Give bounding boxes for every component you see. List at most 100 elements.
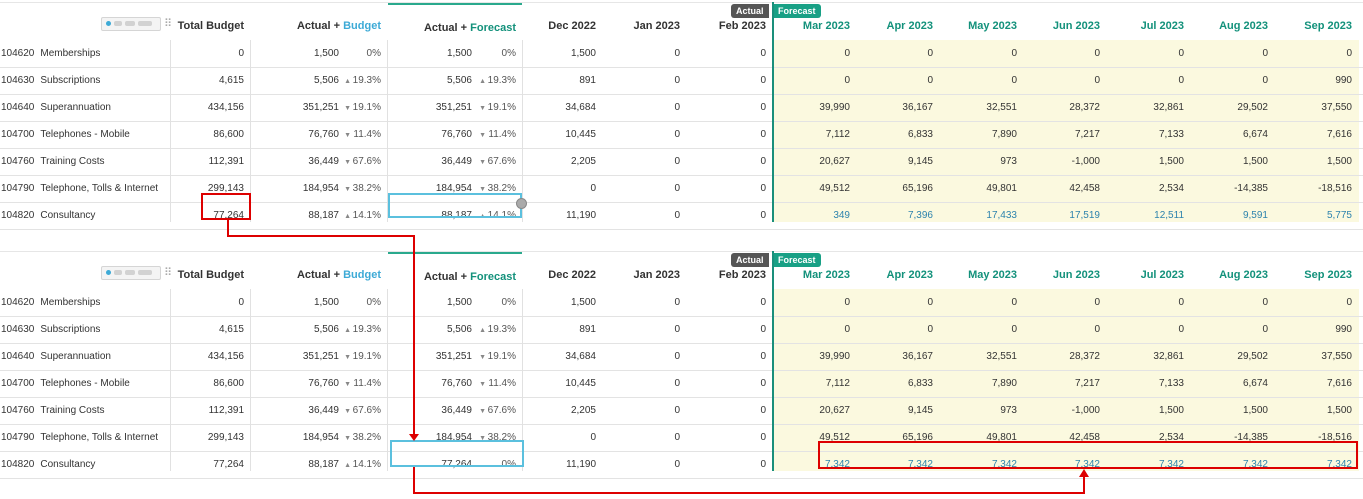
month-cell[interactable]: 0 [674,183,680,194]
drag-handle-icon[interactable]: ⠿ [164,18,173,30]
header-month[interactable]: Apr 2023 [886,20,933,32]
month-cell[interactable]: 9,145 [907,405,933,416]
table-row[interactable]: 104620 Memberships 0 1,500 0% 1,500 0% 1,500 0 0 0… [0,290,1363,317]
month-cell[interactable]: 37,550 [1321,102,1352,113]
month-cell[interactable]: 1,500 [1326,405,1352,416]
month-cell[interactable]: 9,591 [1242,210,1268,221]
actual-budget-value[interactable]: 76,760 [308,129,339,140]
month-cell[interactable]: 39,990 [819,102,850,113]
column-toolbar[interactable] [101,266,161,280]
month-cell[interactable]: 1,500 [570,297,596,308]
month-cell[interactable]: 0 [674,378,680,389]
month-cell[interactable]: 0 [760,324,766,335]
month-cell[interactable]: 0 [674,297,680,308]
header-month[interactable]: Jun 2023 [1052,20,1100,32]
total-budget-cell[interactable]: 112,391 [208,405,244,416]
actual-forecast-value[interactable]: 36,449 [441,405,472,416]
table-row[interactable]: 104700 Telephones - Mobile 86,600 76,760 ▼ 11… [0,371,1363,398]
month-cell[interactable]: 0 [760,102,766,113]
month-cell[interactable]: 7,890 [991,378,1017,389]
month-cell[interactable]: 65,196 [902,183,933,194]
month-cell[interactable]: 6,833 [907,378,933,389]
month-cell[interactable]: -18,516 [1318,183,1352,194]
month-cell[interactable]: 0 [760,351,766,362]
month-cell[interactable]: 7,342 [991,459,1017,470]
header-month[interactable]: Aug 2023 [1219,269,1268,281]
month-cell[interactable]: 0 [760,48,766,59]
month-cell[interactable]: 42,458 [1069,432,1100,443]
month-cell[interactable]: -14,385 [1234,432,1268,443]
header-month[interactable]: Mar 2023 [802,20,850,32]
actual-forecast-value[interactable]: 184,954 [435,183,472,194]
month-cell[interactable]: 0 [674,210,680,221]
fill-handle-icon[interactable] [516,198,527,209]
month-cell[interactable]: 349 [833,210,850,221]
month-cell[interactable]: 0 [1178,48,1184,59]
table-row[interactable]: 104790 Telephone, Tolls & Internet 299,143… [0,176,1363,203]
month-cell[interactable]: 7,342 [1074,459,1100,470]
month-cell[interactable]: 7,890 [991,129,1017,140]
actual-forecast-value[interactable]: 1,500 [446,297,472,308]
header-month[interactable]: May 2023 [968,269,1017,281]
month-cell[interactable]: 7,112 [825,129,850,140]
month-cell[interactable]: 1,500 [1158,405,1184,416]
month-cell[interactable]: 0 [760,378,766,389]
month-cell[interactable]: 0 [1262,297,1268,308]
actual-forecast-value[interactable]: 88,187 [441,210,472,221]
month-cell[interactable]: 0 [1262,48,1268,59]
total-budget-cell[interactable]: 299,143 [207,183,244,194]
month-cell[interactable]: 0 [927,324,933,335]
month-cell[interactable]: 9,145 [907,156,933,167]
month-cell[interactable]: 1,500 [1326,156,1352,167]
actual-budget-value[interactable]: 184,954 [302,432,339,443]
month-cell[interactable]: 7,342 [824,459,850,470]
month-cell[interactable]: 973 [1000,405,1017,416]
month-cell[interactable]: 7,112 [825,378,850,389]
month-cell[interactable]: -14,385 [1234,183,1268,194]
month-cell[interactable]: 17,519 [1069,210,1100,221]
actual-forecast-value[interactable]: 351,251 [435,102,472,113]
actual-forecast-value[interactable]: 184,954 [435,432,472,443]
header-month[interactable]: Apr 2023 [886,269,933,281]
month-cell[interactable]: 0 [1094,48,1100,59]
actual-forecast-value[interactable]: 351,251 [435,351,472,362]
month-cell[interactable]: -18,516 [1318,432,1352,443]
actual-budget-value[interactable]: 1,500 [313,48,339,59]
month-cell[interactable]: 2,534 [1158,432,1184,443]
total-budget-cell[interactable]: 0 [238,48,244,59]
month-cell[interactable]: 1,500 [1158,156,1184,167]
month-cell[interactable]: 32,551 [986,102,1017,113]
table-row[interactable]: 104640 Superannuation 434,156 351,251 ▼ 19.1%… [0,344,1363,371]
month-cell[interactable]: 990 [1335,75,1352,86]
month-cell[interactable]: 0 [674,405,680,416]
actual-budget-value[interactable]: 1,500 [313,297,339,308]
month-cell[interactable]: 1,500 [1242,405,1268,416]
month-cell[interactable]: 34,684 [565,351,596,362]
month-cell[interactable]: 0 [590,183,596,194]
month-cell[interactable]: 0 [760,75,766,86]
actual-forecast-value[interactable]: 76,760 [441,129,472,140]
month-cell[interactable]: 6,674 [1242,129,1268,140]
table-row[interactable]: 104630 Subscriptions 4,615 5,506 ▲ 19.3% 5,506… [0,317,1363,344]
header-total-budget[interactable]: Total Budget [177,269,244,281]
month-cell[interactable]: 1,500 [1242,156,1268,167]
header-month[interactable]: Jul 2023 [1140,20,1184,32]
total-budget-cell[interactable]: 86,600 [213,378,244,389]
month-cell[interactable]: 891 [579,75,596,86]
actual-forecast-value[interactable]: 5,506 [446,324,472,335]
drag-handle-icon[interactable]: ⠿ [164,267,173,279]
table-row[interactable]: 104820 Consultancy 77,264 88,187 ▲ 14.1% 88,18… [0,203,1363,230]
header-month[interactable]: Dec 2022 [548,269,596,281]
actual-forecast-value[interactable]: 36,449 [441,156,472,167]
month-cell[interactable]: 36,167 [902,102,933,113]
month-cell[interactable]: 49,801 [986,432,1017,443]
month-cell[interactable]: 0 [1178,324,1184,335]
table-row[interactable]: 104640 Superannuation 434,156 351,251 ▼ 19.1%… [0,95,1363,122]
month-cell[interactable]: 891 [579,324,596,335]
month-cell[interactable]: 0 [1011,48,1017,59]
month-cell[interactable]: -1,000 [1071,156,1100,167]
header-actual-budget[interactable]: Actual + Budget [296,20,381,32]
actual-budget-value[interactable]: 351,251 [302,102,339,113]
month-cell[interactable]: 0 [844,297,850,308]
month-cell[interactable]: 0 [1178,297,1184,308]
